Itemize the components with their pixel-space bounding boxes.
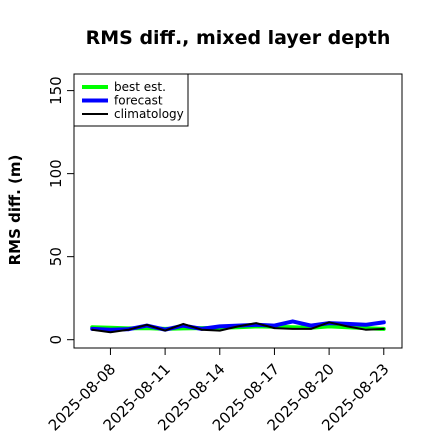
chart-title: RMS diff., mixed layer depth — [86, 27, 391, 49]
y-tick-label: 150 — [47, 76, 65, 105]
y-axis: 0 50 100 150 — [47, 76, 74, 344]
y-axis-label: RMS diff. (m) — [6, 155, 24, 266]
plot-frame — [73, 73, 403, 349]
legend-label-2: forecast — [114, 94, 163, 108]
x-axis: 2025-08-082025-08-112025-08-142025-08-17… — [45, 348, 393, 434]
y-tick-label: 0 — [47, 335, 65, 345]
series-line-3 — [91, 321, 385, 334]
series-layer — [90, 319, 386, 334]
legend-label-3: climatology — [114, 107, 184, 121]
y-tick-label: 100 — [47, 159, 65, 188]
y-tick-label: 50 — [47, 247, 65, 266]
legend-label-1: best est. — [114, 80, 166, 94]
